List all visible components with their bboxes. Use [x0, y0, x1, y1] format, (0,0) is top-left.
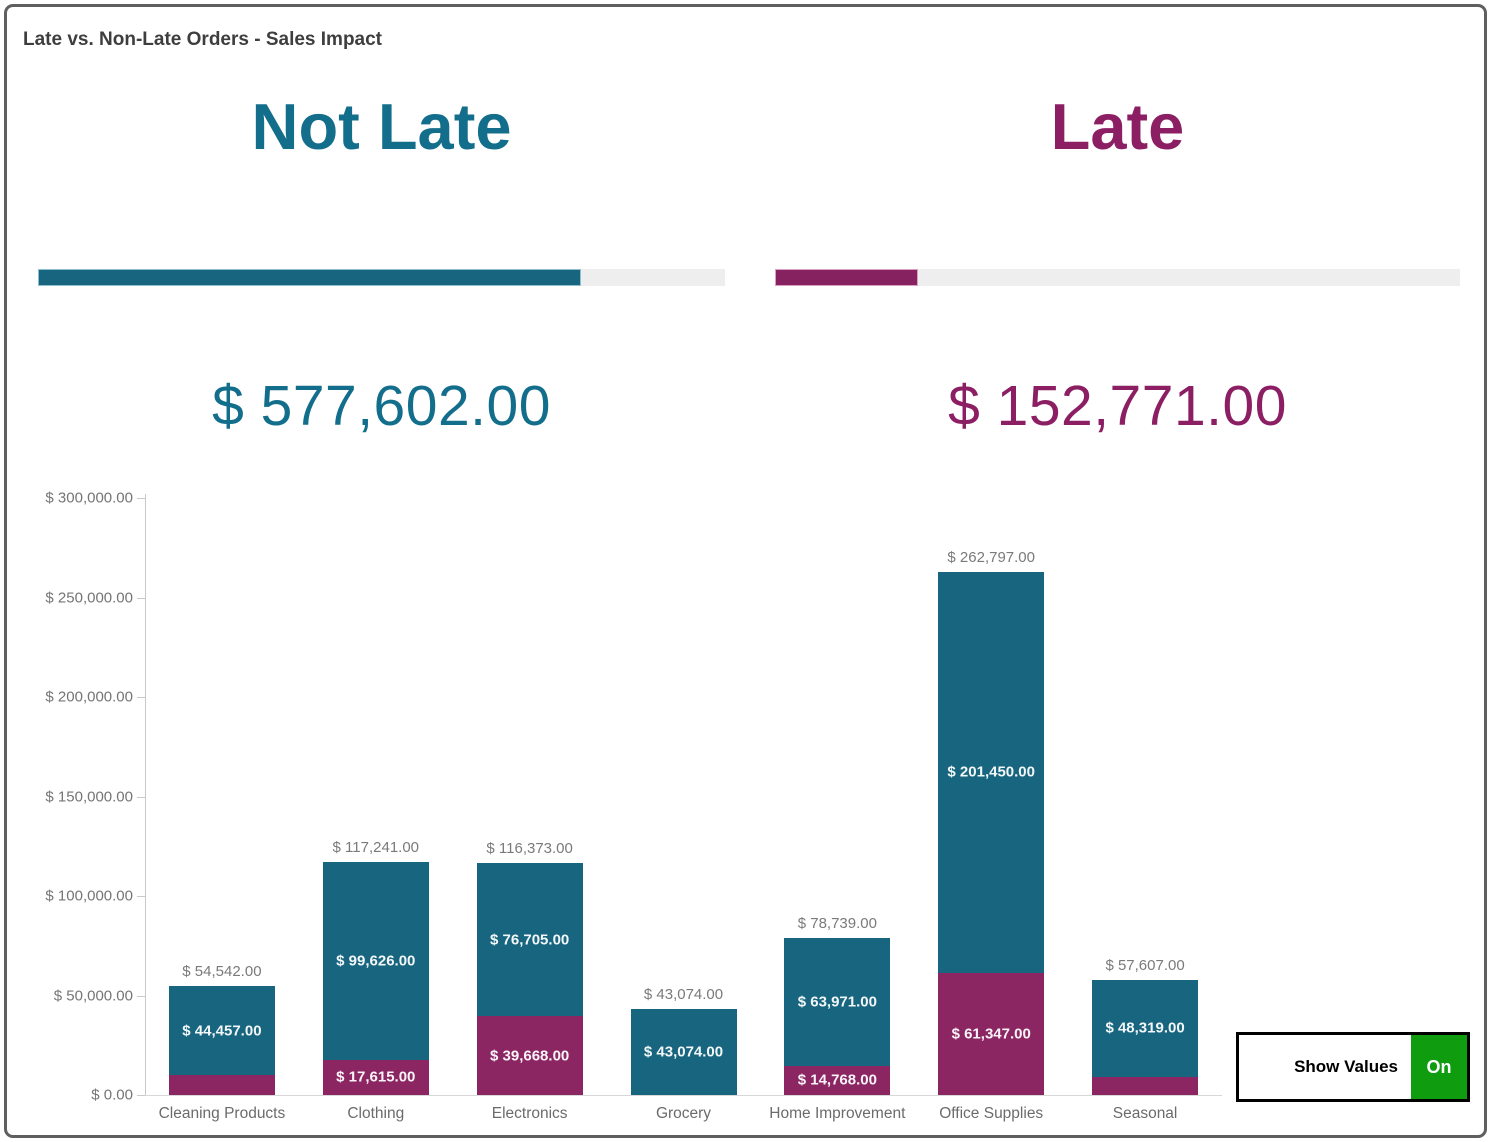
- bar-segment-late[interactable]: $ 61,347.00: [938, 972, 1045, 1095]
- bar-segment-value-label: $ 44,457.00: [182, 1022, 262, 1040]
- bar-segment-late[interactable]: [1092, 1076, 1199, 1095]
- bar-segment-value-label: $ 14,768.00: [797, 1071, 877, 1089]
- bar-segment-not-late[interactable]: $ 44,457.00: [168, 986, 275, 1075]
- x-axis-category-label: Office Supplies: [939, 1105, 1044, 1122]
- y-axis-tick: [137, 995, 145, 997]
- kpi-late-value: $ 152,771.00: [948, 374, 1287, 438]
- bar-segment-value-label: $ 61,347.00: [951, 1025, 1031, 1043]
- bar-segment-value-label: $ 63,971.00: [797, 993, 877, 1011]
- bar-segment-value-label: $ 201,450.00: [947, 763, 1035, 781]
- x-axis-category-label: Electronics: [491, 1105, 568, 1122]
- bar-segment-value-label: $ 39,668.00: [490, 1047, 570, 1065]
- bar-segment-value-label: $ 99,626.00: [336, 952, 416, 970]
- kpi-late-heading: Late: [1050, 90, 1185, 163]
- y-axis-tick: [137, 697, 145, 698]
- y-axis-tick-label: $ 300,000.00: [45, 489, 133, 507]
- kpi-not-late-value: $ 577,602.00: [212, 374, 551, 438]
- bar-segment-late[interactable]: $ 17,615.00: [322, 1059, 429, 1095]
- bar-segment-not-late[interactable]: $ 201,450.00: [938, 572, 1045, 973]
- y-axis-tick: [137, 597, 145, 599]
- bar-total-label: $ 43,074.00: [643, 986, 724, 1004]
- x-axis-category-label: Grocery: [655, 1105, 712, 1122]
- x-axis-category-label: Home Improvement: [769, 1105, 906, 1122]
- bar-total-label: $ 54,542.00: [182, 963, 262, 981]
- bar-segment-value-label: $ 17,615.00: [336, 1068, 416, 1086]
- y-axis-tick-label: $ 50,000.00: [53, 987, 133, 1004]
- bar-segment-value-label: $ 76,705.00: [490, 931, 570, 949]
- y-axis-line: [145, 494, 146, 1095]
- show-values-toggle-button[interactable]: Show Values On: [1236, 1032, 1470, 1102]
- kpi-not-late-progress-track: [38, 269, 725, 286]
- x-axis-category-label: Clothing: [347, 1105, 405, 1122]
- bar-total-label: $ 78,739.00: [797, 915, 877, 933]
- page-title: Late vs. Non-Late Orders - Sales Impact: [23, 29, 383, 50]
- y-axis-tick-label: $ 0.00: [91, 1086, 133, 1104]
- bar-segment-not-late[interactable]: $ 43,074.00: [630, 1009, 737, 1095]
- y-axis-tick-label: $ 250,000.00: [45, 589, 133, 606]
- bar-segment-late[interactable]: $ 14,768.00: [784, 1065, 891, 1095]
- y-axis-tick-label: $ 150,000.00: [45, 788, 133, 805]
- x-axis-category-label: Seasonal: [1112, 1105, 1178, 1122]
- bar-total-label: $ 262,797.00: [947, 549, 1035, 567]
- sheet-frame: Late vs. Non-Late Orders - Sales Impact …: [4, 4, 1487, 1138]
- bar-segment-value-label: $ 43,074.00: [643, 1043, 724, 1061]
- bar-total-label: $ 116,373.00: [486, 840, 573, 858]
- bar-segment-late[interactable]: [168, 1074, 275, 1095]
- y-axis-tick-label: $ 200,000.00: [45, 688, 133, 706]
- bar-total-label: $ 57,607.00: [1105, 957, 1185, 975]
- bar-segment-late[interactable]: $ 39,668.00: [476, 1016, 583, 1095]
- toggle-on-indicator[interactable]: On: [1411, 1035, 1467, 1099]
- bar-segment-not-late[interactable]: $ 63,971.00: [784, 938, 891, 1066]
- kpi-not-late-heading: Not Late: [251, 90, 512, 163]
- stacked-bar-chart: $ 0.00 $ 50,000.00 $ 100,000.00 $ 150,000.0…: [7, 7, 1484, 1135]
- show-values-label: Show Values: [1294, 1057, 1398, 1076]
- bar-total-label: $ 117,241.00: [332, 838, 420, 856]
- kpi-late-progress-fill: [775, 269, 919, 286]
- bar-segment-not-late[interactable]: $ 48,319.00: [1092, 980, 1199, 1077]
- y-axis-tick: [137, 896, 145, 897]
- y-axis-tick: [137, 498, 145, 499]
- kpi-not-late-progress-fill: [38, 269, 582, 286]
- bar-segment-not-late[interactable]: $ 99,626.00: [322, 861, 429, 1060]
- y-axis-tick: [137, 1095, 145, 1096]
- bar-segment-value-label: $ 48,319.00: [1105, 1019, 1185, 1037]
- x-axis-category-label: Cleaning Products: [158, 1105, 286, 1122]
- y-axis-tick-label: $ 100,000.00: [45, 887, 133, 905]
- y-axis-tick: [137, 796, 145, 798]
- bar-segment-not-late[interactable]: $ 76,705.00: [476, 863, 583, 1017]
- x-axis-baseline: [145, 1095, 1222, 1096]
- kpi-late-progress-track: [775, 269, 1460, 286]
